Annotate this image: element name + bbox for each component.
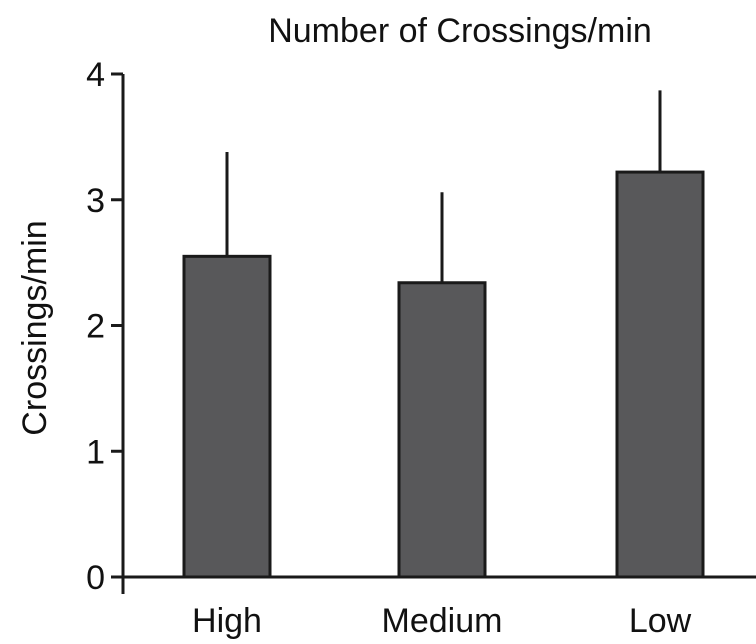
x-tick-label-high: High: [192, 602, 262, 640]
bar-medium: [397, 281, 487, 579]
plot-area: 0 1 2 3 4 High Medium Low: [86, 56, 756, 640]
x-tick-label-low: Low: [629, 602, 692, 640]
y-tick-label: 1: [86, 433, 105, 471]
chart-title: Number of Crossings/min: [268, 12, 652, 50]
y-tick-label: 3: [86, 182, 105, 220]
bar-high: [182, 254, 272, 579]
y-tick-label: 2: [86, 308, 105, 346]
y-tick-label: 0: [86, 559, 105, 597]
y-tick-label: 4: [86, 56, 105, 94]
x-tick-label-medium: Medium: [382, 602, 503, 640]
bar-low: [615, 170, 705, 579]
y-axis-label: Crossings/min: [16, 220, 54, 435]
